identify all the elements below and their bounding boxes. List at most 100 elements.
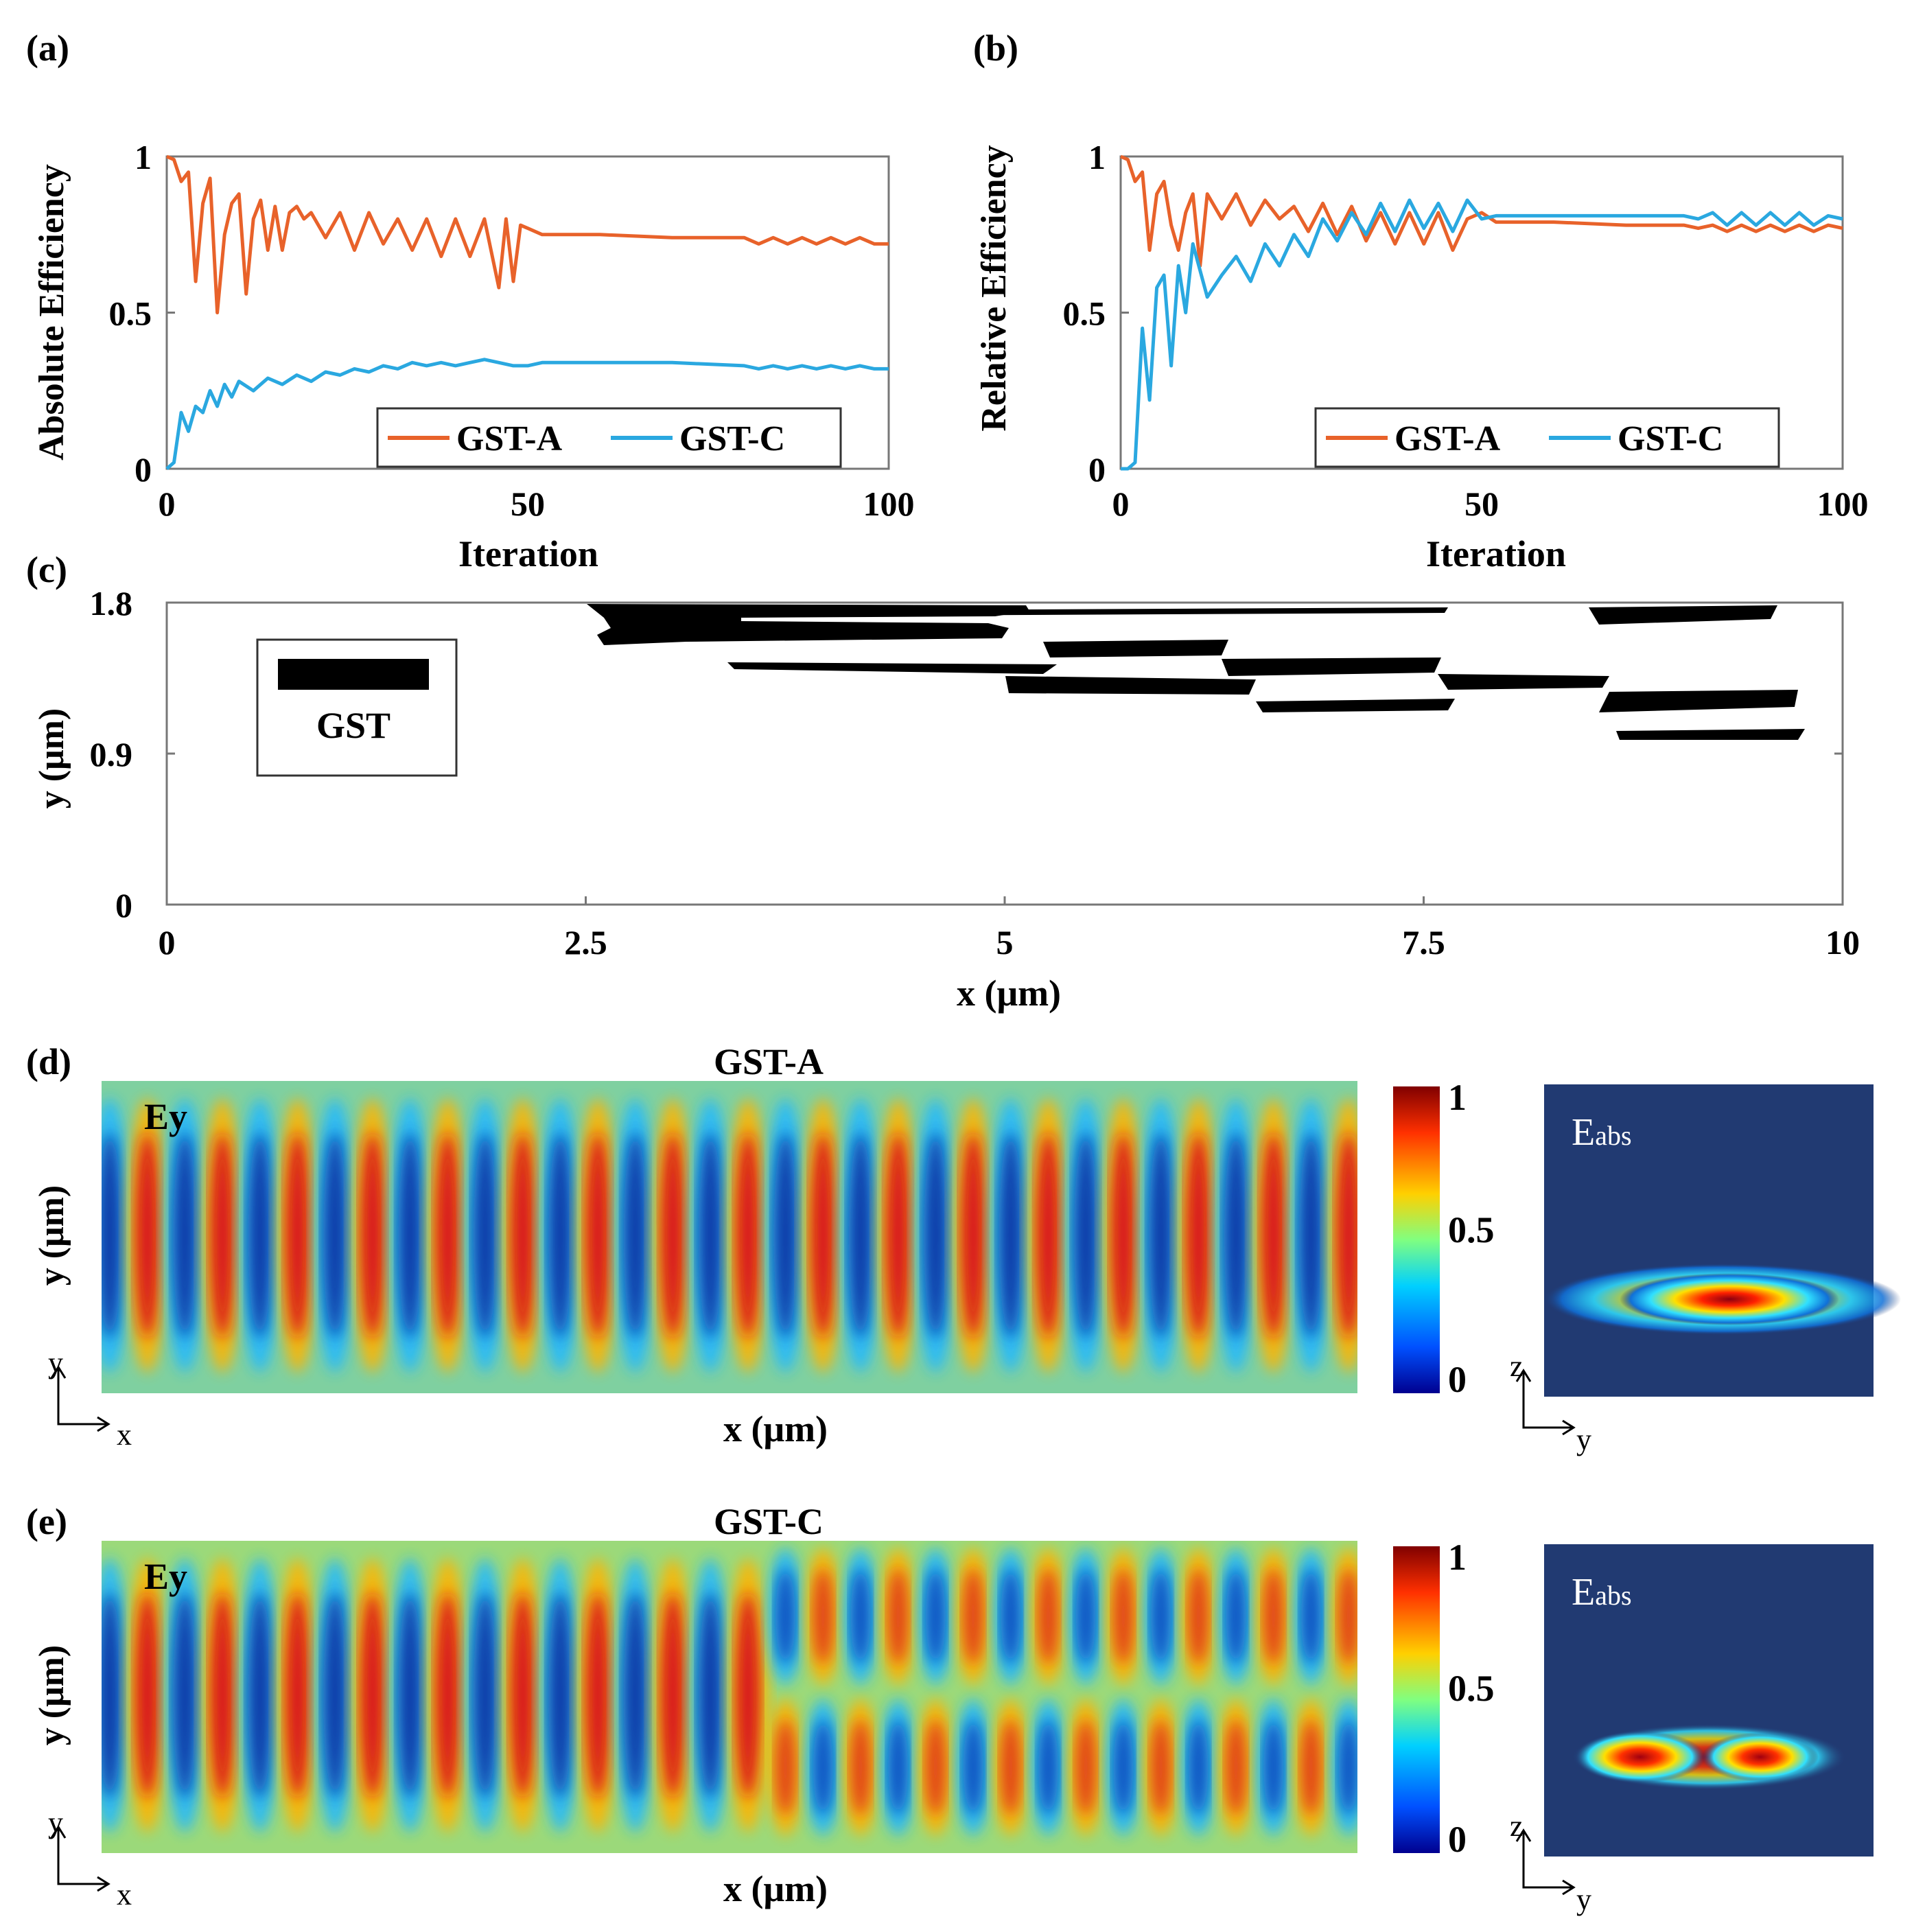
- gst-block: [1222, 657, 1441, 676]
- legend-gst-a-label: GST-A: [456, 419, 563, 458]
- field-lobe: [1339, 1568, 1357, 1664]
- field-lobe: [436, 1592, 460, 1798]
- colorbar-min: 0: [1448, 1819, 1467, 1860]
- field-lobe: [323, 1132, 347, 1338]
- panel-a-axes: [165, 155, 890, 470]
- field-lobe: [623, 1132, 647, 1338]
- y-tick-label: 0: [135, 450, 152, 489]
- gst-block: [1256, 699, 1455, 712]
- inset-eabs-map: [1544, 1084, 1874, 1397]
- field-lobe: [1038, 1568, 1058, 1664]
- field-lobe: [1036, 1132, 1060, 1338]
- mode-lobe-right: [1702, 1732, 1819, 1782]
- axis-x-label: x: [117, 1878, 132, 1911]
- colorbar-max: 1: [1448, 1077, 1467, 1118]
- panel-d-title: GST-A: [714, 1041, 824, 1082]
- x-tick-label: 2.5: [564, 923, 607, 962]
- field-lobe: [886, 1132, 910, 1338]
- y-tick-label: 0: [1088, 450, 1106, 489]
- panel-e: (e) GST-C y (μm) x (μm) Ey y x 1 0.5 0 E…: [26, 1501, 1874, 1916]
- field-lobe: [360, 1132, 384, 1338]
- axis-y-label: y: [48, 1806, 63, 1839]
- field-map-ey-stripes: [102, 1098, 1357, 1373]
- field-lobe: [398, 1132, 422, 1338]
- field-lobe: [135, 1132, 159, 1338]
- field-lobe: [1151, 1568, 1171, 1664]
- field-lobe: [848, 1132, 872, 1338]
- inset-label: Eabs: [1572, 1111, 1632, 1154]
- y-tick-label: 0.9: [90, 735, 133, 773]
- field-lobe: [1001, 1719, 1020, 1815]
- field-lobe: [548, 1592, 572, 1798]
- field-lobe: [1299, 1132, 1323, 1338]
- x-tick-label: 100: [863, 485, 915, 523]
- y-tick-label: 0.5: [109, 294, 152, 333]
- colorbar: [1393, 1546, 1440, 1853]
- series-line-gst-a: [1119, 154, 1843, 268]
- field-lobe: [813, 1568, 833, 1664]
- inset-eabs-map: [1544, 1544, 1874, 1857]
- panel-d-label: (d): [26, 1041, 71, 1082]
- gst-block: [1043, 640, 1228, 657]
- x-tick-label: 0: [159, 923, 176, 962]
- field-lobe: [736, 1132, 760, 1338]
- axes-indicator: [50, 1825, 110, 1892]
- panel-d-xlabel: x (μm): [723, 1408, 828, 1450]
- field-lobe: [661, 1132, 685, 1338]
- field-lobe: [173, 1132, 197, 1338]
- x-tick-label: 100: [1817, 485, 1869, 523]
- field-lobe: [699, 1132, 723, 1338]
- field-lobe: [436, 1132, 460, 1338]
- panel-a-legend: GST-A GST-C: [376, 407, 842, 468]
- axes-indicator: [50, 1365, 110, 1432]
- panel-a-label: (a): [26, 27, 69, 69]
- field-lobe: [1189, 1568, 1209, 1664]
- x-tick-label: 50: [511, 485, 545, 523]
- field-lobe: [1263, 1568, 1283, 1664]
- field-lobe: [1187, 1132, 1211, 1338]
- field-lobe: [1337, 1132, 1357, 1338]
- inset-axis-z-label: z: [1510, 1349, 1524, 1383]
- panel-d: (d) GST-A y (μm) x (μm) Ey y x 1 0.5 0 E…: [26, 1041, 1901, 1456]
- gst-block: [1599, 690, 1798, 712]
- x-tick-label: 50: [1464, 485, 1499, 523]
- field-lobe: [1038, 1719, 1058, 1815]
- field-lobe: [888, 1568, 908, 1664]
- inset-axes-indicator: [1515, 1828, 1576, 1896]
- field-lobe: [1301, 1568, 1321, 1664]
- inset-axis-z-label: z: [1510, 1809, 1524, 1843]
- legend-gst-c-label: GST-C: [679, 419, 785, 458]
- panel-a: (a) Absolute Efficiency Iteration 0 50 100…: [26, 27, 915, 574]
- field-lobe: [850, 1568, 870, 1664]
- field-lobe: [211, 1132, 235, 1338]
- legend-gst-a-label: GST-A: [1394, 419, 1501, 458]
- field-lobe: [473, 1592, 497, 1798]
- panel-c: (c) y (μm) x (μm) 0 2.5 5 7.5 10 0 0.9 1.8 GST: [26, 549, 1860, 1014]
- field-lobe: [888, 1719, 908, 1815]
- field-lobe: [1263, 1719, 1283, 1815]
- panel-b-ticks: 0 50 100 0 0.5 1: [1063, 138, 1869, 523]
- panel-c-ticks: 0 2.5 5 7.5 10 0 0.9 1.8: [90, 584, 1860, 962]
- field-lobe: [924, 1132, 948, 1338]
- gst-block: [741, 607, 1448, 616]
- legend-gst-label: GST: [316, 705, 390, 746]
- field-lobe: [360, 1592, 384, 1798]
- field-lobe: [211, 1592, 235, 1798]
- field-lobe: [135, 1592, 159, 1798]
- inset-axis-y-label: y: [1576, 1883, 1591, 1916]
- field-lobe: [511, 1132, 535, 1338]
- field-lobe: [775, 1719, 795, 1815]
- field-lobe: [473, 1132, 497, 1338]
- field-map-ey-stripes: [102, 1548, 1357, 1836]
- panel-b-label: (b): [973, 27, 1018, 69]
- field-lobe: [511, 1592, 535, 1798]
- field-lobe: [398, 1592, 422, 1798]
- colorbar-mid: 0.5: [1448, 1209, 1495, 1250]
- gst-block: [1005, 676, 1256, 695]
- panel-c-label: (c): [26, 549, 67, 590]
- panel-e-ylabel: y (μm): [32, 1645, 71, 1745]
- field-lobe: [773, 1132, 797, 1338]
- y-tick-label: 1: [135, 138, 152, 176]
- axis-y-label: y: [48, 1346, 63, 1380]
- y-tick-label: 0: [115, 886, 132, 924]
